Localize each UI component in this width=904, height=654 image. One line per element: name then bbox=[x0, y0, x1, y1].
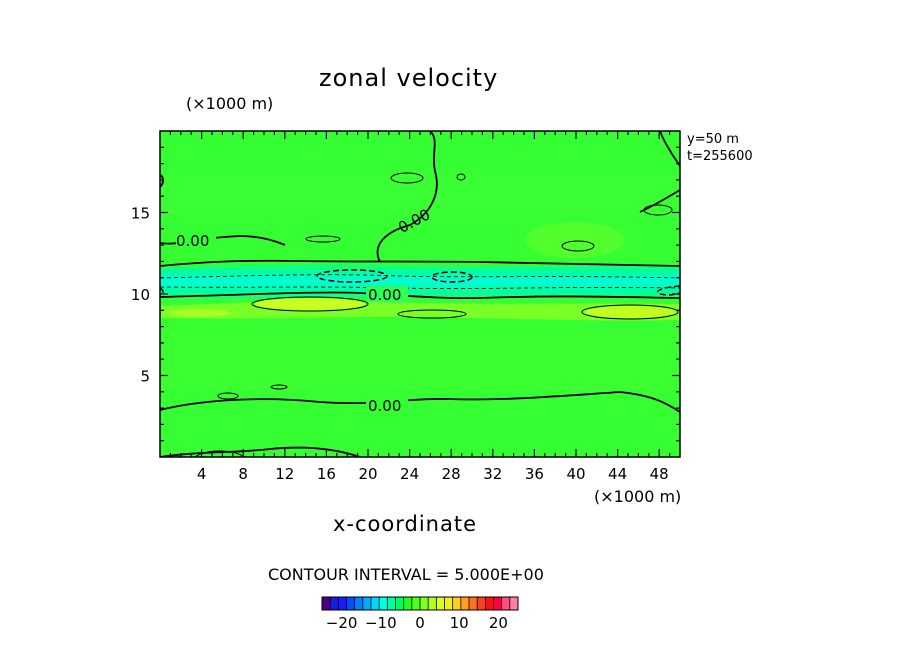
colorbar-swatch bbox=[395, 597, 404, 610]
x-tick-label: 40 bbox=[566, 465, 585, 483]
contour-label: 0.00 bbox=[368, 397, 401, 415]
colorbar-swatch bbox=[403, 597, 413, 610]
contour-line bbox=[160, 274, 680, 279]
x-axis-unit: (×1000 m) bbox=[594, 487, 682, 506]
x-tick-label: 28 bbox=[442, 465, 461, 483]
colorbar-swatch bbox=[362, 597, 372, 610]
contour-line bbox=[160, 259, 680, 267]
positive-core bbox=[255, 298, 365, 310]
zero-contours bbox=[160, 131, 680, 457]
colorbar-tick-label: −10 bbox=[365, 614, 397, 632]
contour-line bbox=[581, 304, 679, 320]
colorbar-swatch bbox=[509, 597, 519, 610]
contour-line bbox=[316, 269, 388, 283]
field-layer bbox=[160, 131, 680, 457]
contour-line bbox=[397, 309, 467, 319]
y-axis-unit: (×1000 m) bbox=[186, 94, 274, 113]
colorbar-swatch bbox=[354, 597, 364, 610]
contour-label-bg bbox=[366, 286, 408, 302]
positive-core bbox=[585, 306, 675, 318]
contour-line bbox=[561, 240, 595, 252]
jet-band bbox=[160, 264, 680, 299]
x-tick-label: 12 bbox=[275, 465, 294, 483]
colorbar-swatch bbox=[371, 597, 380, 610]
colorbar-swatch bbox=[436, 597, 445, 610]
colorbar-frame bbox=[321, 596, 519, 611]
x-tick-label: 4 bbox=[197, 465, 207, 483]
contour-line bbox=[659, 131, 680, 167]
colorbar-swatch bbox=[387, 597, 396, 610]
x-tick-label: 8 bbox=[238, 465, 248, 483]
colorbar-swatch bbox=[469, 597, 478, 610]
contour-label-bg bbox=[366, 397, 408, 413]
contour-line bbox=[656, 285, 680, 296]
x-tick-label: 36 bbox=[525, 465, 544, 483]
colorbar-swatch bbox=[444, 597, 453, 610]
contour-line bbox=[160, 235, 286, 246]
x-tick-label: 24 bbox=[400, 465, 419, 483]
contour-line bbox=[390, 172, 424, 184]
chart-title: zonal velocity bbox=[319, 64, 499, 92]
contour-label-bg bbox=[176, 232, 216, 248]
x-axis-label: x-coordinate bbox=[333, 512, 478, 536]
contour-line bbox=[305, 235, 341, 243]
field-shade bbox=[160, 330, 680, 390]
contour-line bbox=[431, 271, 473, 283]
colorbar-swatch bbox=[493, 597, 502, 610]
x-tick-label: 20 bbox=[358, 465, 377, 483]
y-tick-label: 5 bbox=[140, 368, 150, 386]
y-tick-label: 10 bbox=[131, 286, 150, 304]
field-shade bbox=[160, 175, 680, 215]
contour-line bbox=[251, 296, 369, 312]
colorbar-tick-label: 0 bbox=[415, 614, 425, 632]
colorbar-swatch bbox=[346, 597, 355, 610]
contour-line bbox=[194, 450, 246, 457]
colorbar-swatch bbox=[330, 597, 339, 610]
contour-line bbox=[160, 446, 361, 457]
y-tick-label: 15 bbox=[131, 205, 150, 223]
x-tick-label: 44 bbox=[608, 465, 627, 483]
contour-label: 0.00 bbox=[176, 232, 209, 250]
positive-contours bbox=[194, 172, 679, 457]
field-shade bbox=[525, 222, 625, 258]
colorbar-swatch bbox=[460, 597, 470, 610]
colorbar-swatch bbox=[379, 597, 388, 610]
colorbar-swatch bbox=[485, 597, 494, 610]
colorbar-swatch bbox=[420, 597, 429, 610]
colorbar-swatch bbox=[428, 597, 437, 610]
contour-line bbox=[270, 384, 288, 390]
x-tick-label: 16 bbox=[317, 465, 336, 483]
contour-line bbox=[376, 131, 438, 263]
x-tick-label: 48 bbox=[650, 465, 669, 483]
colorbar-tick-label: 20 bbox=[489, 614, 508, 632]
contour-line bbox=[160, 291, 680, 300]
colorbar-tick-label: −20 bbox=[326, 614, 358, 632]
positive-core bbox=[170, 309, 230, 317]
contour-line bbox=[456, 173, 466, 181]
contour-line bbox=[160, 391, 680, 413]
colorbar-swatch bbox=[452, 597, 462, 610]
colorbar: −20 −10 0 10 20 bbox=[321, 596, 519, 632]
contour-interval-text: CONTOUR INTERVAL = 5.000E+00 bbox=[268, 565, 544, 584]
y-position-label: y=50 m bbox=[687, 132, 739, 147]
contour-label: 0.00 bbox=[368, 286, 401, 304]
x-tick-label: 32 bbox=[483, 465, 502, 483]
contour-line bbox=[217, 392, 239, 400]
time-label: t=255600 bbox=[687, 149, 753, 164]
colorbar-swatch bbox=[322, 597, 331, 610]
colorbar-swatch bbox=[501, 597, 511, 610]
colorbar-swatch bbox=[338, 597, 347, 610]
colorbar-swatch bbox=[477, 597, 486, 610]
colorbar-tick-label: 10 bbox=[450, 614, 469, 632]
contour-line bbox=[643, 204, 673, 216]
colorbar-swatch bbox=[411, 597, 421, 610]
